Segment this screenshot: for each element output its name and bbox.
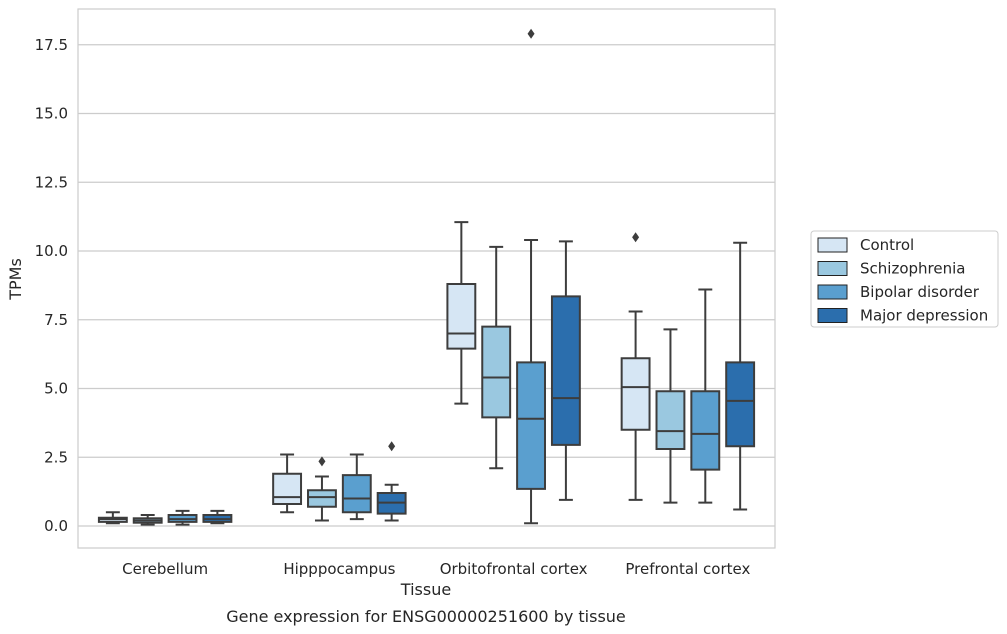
box-iqr bbox=[655, 390, 686, 450]
box-iqr bbox=[307, 489, 337, 508]
box-iqr bbox=[446, 283, 477, 350]
box bbox=[132, 514, 163, 526]
series-schizophrenia bbox=[132, 245, 686, 526]
box-iqr bbox=[550, 295, 581, 446]
box bbox=[202, 509, 233, 525]
x-axis-ticks: Cerebellum Hipppocampus Orbitofrontal cort… bbox=[122, 560, 750, 578]
legend-frame bbox=[810, 230, 999, 328]
legend-item: Control bbox=[817, 236, 914, 254]
box-iqr bbox=[341, 474, 372, 514]
box-iqr bbox=[272, 472, 303, 505]
outlier-point bbox=[632, 232, 640, 243]
series-major-depression bbox=[202, 240, 756, 525]
outlier-point bbox=[388, 441, 396, 452]
box bbox=[446, 221, 477, 405]
legend: Control Schizophrenia Bipolar disorder Majo… bbox=[810, 230, 999, 328]
y-axis-ticks: 0.0 2.5 5.0 7.5 10.0 12.5 15.0 17.5 bbox=[35, 36, 68, 535]
legend-label: Bipolar disorder bbox=[860, 283, 980, 301]
box bbox=[341, 453, 372, 521]
legend-item: Bipolar disorder bbox=[817, 283, 980, 301]
legend-swatch bbox=[817, 261, 848, 276]
box bbox=[376, 441, 407, 522]
gridlines bbox=[78, 44, 775, 527]
y-tick-label: 15.0 bbox=[35, 105, 68, 123]
legend-item: Schizophrenia bbox=[817, 260, 965, 278]
x-tick-label: Orbitofrontal cortex bbox=[440, 560, 588, 578]
box bbox=[167, 509, 198, 526]
chart-caption: Gene expression for ENSG00000251600 by t… bbox=[226, 607, 626, 626]
box bbox=[550, 240, 581, 501]
box bbox=[272, 453, 303, 514]
box bbox=[307, 456, 337, 522]
legend-item: Major depression bbox=[817, 307, 988, 325]
y-tick-label: 2.5 bbox=[44, 448, 68, 466]
box-iqr bbox=[725, 361, 756, 448]
box-iqr bbox=[620, 357, 651, 431]
legend-swatch bbox=[817, 284, 848, 300]
y-axis-label: TPMs bbox=[6, 258, 25, 301]
box bbox=[725, 241, 756, 511]
legend-label: Major depression bbox=[860, 307, 988, 325]
legend-swatch bbox=[817, 308, 848, 323]
legend-label: Control bbox=[860, 236, 914, 254]
y-tick-label: 5.0 bbox=[44, 380, 68, 398]
box bbox=[97, 511, 128, 525]
plot-area bbox=[77, 8, 776, 549]
x-tick-label: Prefrontal cortex bbox=[625, 560, 750, 578]
y-tick-label: 0.0 bbox=[44, 517, 68, 535]
legend-swatch bbox=[817, 237, 848, 253]
outlier-point bbox=[527, 28, 535, 39]
y-tick-label: 7.5 bbox=[44, 311, 68, 329]
box-iqr bbox=[481, 325, 512, 419]
box-iqr bbox=[516, 361, 546, 490]
x-axis-label: Tissue bbox=[400, 580, 451, 599]
x-tick-label: Hipppocampus bbox=[283, 560, 395, 578]
outlier-point bbox=[318, 456, 326, 467]
series-control bbox=[97, 221, 651, 525]
y-tick-label: 12.5 bbox=[35, 173, 68, 191]
box bbox=[481, 245, 512, 470]
box bbox=[620, 232, 651, 501]
y-tick-label: 10.0 bbox=[35, 242, 68, 260]
box-iqr bbox=[690, 390, 721, 471]
y-tick-label: 17.5 bbox=[35, 36, 68, 54]
box bbox=[690, 288, 721, 504]
series-bipolar-disorder bbox=[167, 28, 721, 526]
x-tick-label: Cerebellum bbox=[122, 560, 208, 578]
box bbox=[655, 328, 686, 504]
legend-label: Schizophrenia bbox=[860, 260, 965, 278]
box bbox=[516, 28, 546, 525]
box-series bbox=[97, 28, 756, 526]
